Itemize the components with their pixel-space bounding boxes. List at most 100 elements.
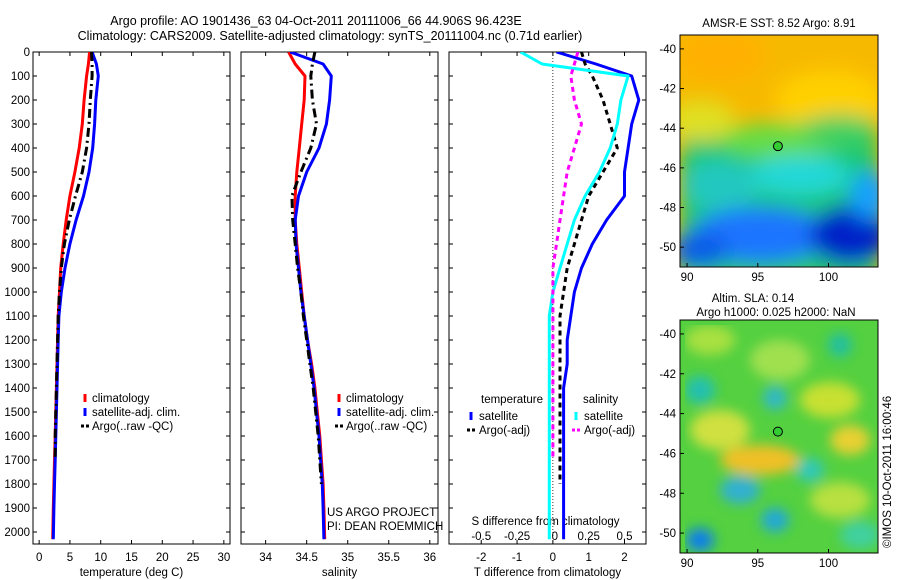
series-group-1 xyxy=(51,52,100,540)
y-tick-label: 100 xyxy=(11,71,30,83)
map-frame-1 xyxy=(679,34,879,268)
x-tick-label: 1 xyxy=(585,552,591,564)
series-line-argo---raw--qc- xyxy=(53,52,94,460)
y-tick-label: 1100 xyxy=(5,311,30,323)
legend-label: Argo(..raw -QC) xyxy=(346,421,427,433)
legend-label: Argo(-adj) xyxy=(584,425,635,437)
x-axis-label: salinity xyxy=(322,567,357,579)
map-y-tick-label: -48 xyxy=(659,203,676,215)
x-axis-label: temperature (deg C) xyxy=(80,567,184,579)
x-tick-label: 36 xyxy=(423,552,436,564)
panel-frame-2 xyxy=(240,51,439,545)
y-tick-label: 2000 xyxy=(4,527,30,539)
x-tick-label: 20 xyxy=(156,552,169,564)
sst-map xyxy=(680,35,878,267)
legend-label: Argo(..raw -QC) xyxy=(92,421,173,433)
map-y-tick-label: -48 xyxy=(659,488,676,500)
panel-frame-3 xyxy=(448,51,647,545)
map-frame-2 xyxy=(679,319,879,554)
annotation-text: PI: DEAN ROEMMICH xyxy=(327,521,443,533)
top-tick-label: 0 xyxy=(552,531,558,543)
y-tick-label: 1900 xyxy=(4,503,30,515)
y-tick-label: 1700 xyxy=(4,455,30,467)
series-line-argo---raw--qc- xyxy=(290,52,323,485)
series-group-3 xyxy=(519,52,641,540)
map-x-tick-label: 90 xyxy=(681,272,694,284)
legend-label: Argo(-adj) xyxy=(479,425,530,437)
x-tick-label: 15 xyxy=(125,552,138,564)
series-group-2 xyxy=(287,52,333,540)
x-tick-label: -1 xyxy=(512,552,522,564)
map-y-tick-label: -40 xyxy=(659,329,676,341)
map-title: AMSR-E SST: 8.52 Argo: 8.91 xyxy=(702,18,855,30)
y-tick-label: 1400 xyxy=(4,383,30,395)
x-tick-label: 25 xyxy=(187,552,200,564)
legend-label: satellite xyxy=(584,411,623,423)
legend-label: satellite xyxy=(479,411,518,423)
legend-label: climatology xyxy=(92,393,150,405)
annotation-text: US ARGO PROJECT xyxy=(327,507,436,519)
y-tick-label: 1500 xyxy=(4,407,30,419)
map-y-tick-label: -50 xyxy=(659,528,676,540)
legend-label: satellite-adj. clim. xyxy=(92,407,180,419)
y-tick-label: 1300 xyxy=(4,359,30,371)
series-line-satellite xyxy=(519,52,630,540)
x-tick-label: 35 xyxy=(341,552,354,564)
legend-group-label: temperature xyxy=(481,394,543,406)
top-tick-label: -0.25 xyxy=(504,531,530,543)
map-y-tick-label: -42 xyxy=(659,369,676,381)
argo-position-marker xyxy=(772,426,783,437)
map-y-tick-label: -44 xyxy=(659,409,676,421)
map-y-tick-label: -50 xyxy=(659,242,676,254)
top-axis-label: S difference from climatology xyxy=(471,516,619,528)
y-tick-label: 1200 xyxy=(4,335,30,347)
legend-group-label: salinity xyxy=(583,394,618,406)
y-tick-label: 800 xyxy=(11,239,30,251)
panel-frame-1 xyxy=(32,51,231,545)
argo-position-marker xyxy=(772,141,783,152)
x-tick-label: 2 xyxy=(621,552,627,564)
x-tick-label: 10 xyxy=(94,552,107,564)
series-line-satellite-adj--clim- xyxy=(51,52,100,540)
sla-map xyxy=(680,320,878,553)
y-tick-label: 1000 xyxy=(4,287,30,299)
y-tick-label: 900 xyxy=(11,263,30,275)
map-x-tick-label: 95 xyxy=(751,272,764,284)
map-y-tick-label: -46 xyxy=(659,448,676,460)
legend-label: satellite-adj. clim. xyxy=(346,407,434,419)
y-tick-label: 300 xyxy=(11,119,30,131)
series-line-climatology xyxy=(51,52,92,540)
chart-title-line2: Climatology: CARS2009. Satellite-adjuste… xyxy=(77,29,583,43)
series-line-argo--adj- xyxy=(558,52,619,484)
y-tick-label: 400 xyxy=(11,143,30,155)
x-tick-label: 0 xyxy=(550,552,556,564)
x-tick-label: 0 xyxy=(36,552,42,564)
x-axis-label: T difference from climatology xyxy=(474,567,621,579)
series-line-satellite-adj--clim- xyxy=(289,52,333,540)
x-tick-label: 30 xyxy=(217,552,230,564)
map-x-tick-label: 100 xyxy=(819,272,838,284)
y-tick-label: 600 xyxy=(11,191,30,203)
map-y-tick-label: -46 xyxy=(659,163,676,175)
x-tick-label: 34.5 xyxy=(295,552,317,564)
x-tick-label: 35.5 xyxy=(378,552,400,564)
top-tick-label: 0.5 xyxy=(617,531,633,543)
map-x-tick-label: 90 xyxy=(681,558,694,570)
y-tick-label: 500 xyxy=(11,167,30,179)
series-line-argo--adj- xyxy=(551,52,583,460)
x-tick-label: 5 xyxy=(67,552,73,564)
copyright-stamp: ©IMOS 10-Oct-2011 16:00:46 xyxy=(882,395,894,548)
map-y-tick-label: -42 xyxy=(659,84,676,96)
y-tick-label: 0 xyxy=(24,47,30,59)
map-y-tick-label: -44 xyxy=(659,123,676,135)
x-tick-label: 34 xyxy=(259,552,272,564)
x-tick-label: -2 xyxy=(476,552,486,564)
map-x-tick-label: 100 xyxy=(819,558,838,570)
y-tick-label: 200 xyxy=(11,95,30,107)
map-title: Altim. SLA: 0.14 xyxy=(712,293,795,305)
series-line-satellite xyxy=(556,52,641,540)
map-subtitle: Argo h1000: 0.025 h2000: NaN xyxy=(696,307,855,319)
y-tick-label: 1600 xyxy=(4,431,30,443)
y-tick-label: 1800 xyxy=(4,479,30,491)
